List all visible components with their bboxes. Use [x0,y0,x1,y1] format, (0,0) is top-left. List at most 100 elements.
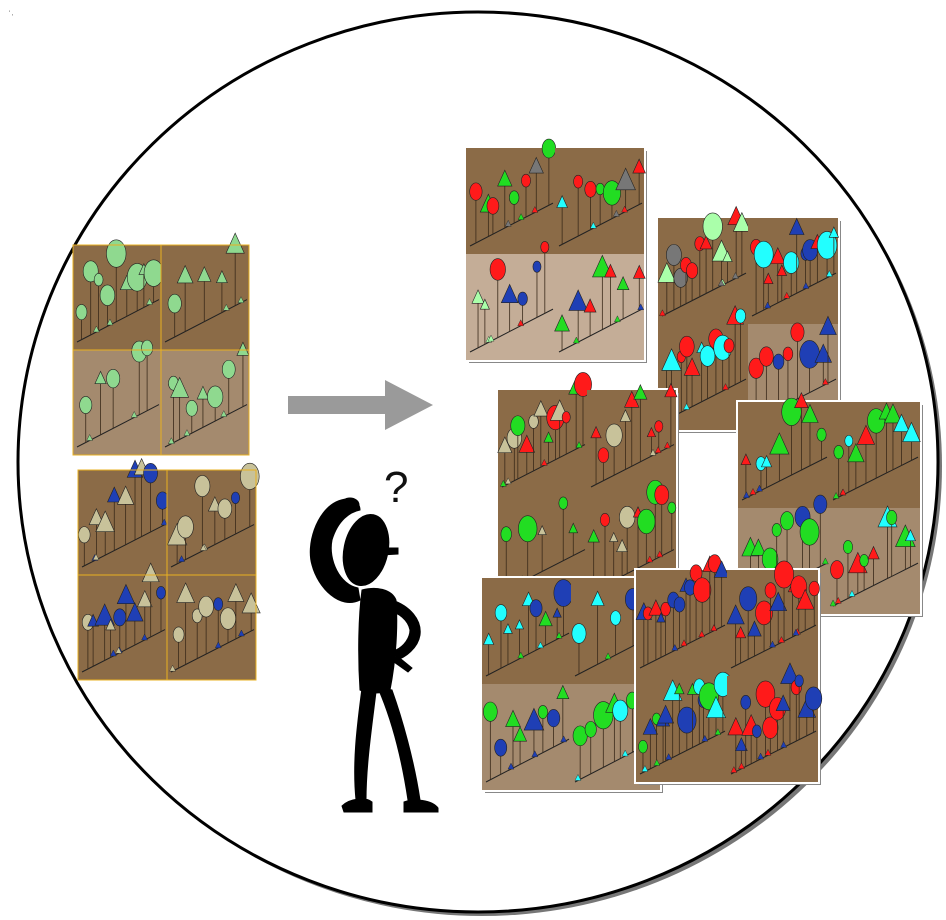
ground-slope-line [661,272,747,317]
tree-mark [568,289,588,343]
figure-hip-arm [389,599,421,661]
ground-slope-line [164,404,248,448]
panel-1 [497,372,592,495]
shrub-mark [757,752,764,760]
tree-mark [814,343,832,386]
tree-mark [732,211,751,276]
shrub-mark [792,628,800,636]
figure-left-shoe [341,798,373,813]
tree-mark [747,620,762,657]
ground-slope-line [832,456,919,501]
panel-3 [78,562,167,680]
shrub-mark [86,434,93,441]
tree-mark [790,322,805,399]
tree-mark [508,190,520,224]
panel-2 [726,560,820,676]
tree-mark [489,258,506,338]
output-cards-group [464,138,923,793]
tree-mark [505,709,521,769]
tree-mark [568,522,579,556]
panel-background [658,218,748,324]
tree-mark [893,413,910,466]
tree-mark [819,315,837,384]
ground-slope-line [469,202,554,247]
tree-mark [521,173,531,218]
tree-mark [828,226,840,275]
shrub-mark [701,734,709,742]
tree-mark [497,436,513,486]
shrub-mark [732,272,739,279]
tree-mark [571,623,587,674]
tree-mark [494,604,508,669]
shrub-mark [517,319,525,327]
shrub-mark [710,624,718,631]
shrub-mark [756,484,763,492]
tree-mark [830,560,844,604]
ground-slope-line [170,524,255,568]
tree-mark [770,247,786,303]
panel-4 [554,254,646,360]
tree-mark [558,496,568,561]
tree-mark [584,721,597,774]
tree-mark [755,680,776,757]
tree-mark [483,701,498,780]
figure-hand [340,497,360,513]
tree-mark [518,434,536,475]
ground-slope-line [639,730,726,775]
shrub-mark [574,774,582,781]
shrub-mark [649,448,657,456]
tree-mark [801,403,819,466]
tree-mark [761,454,773,488]
shrub-mark [238,629,245,637]
tree-mark [185,400,198,434]
ground-slope-line [751,272,837,317]
input-card-1 [72,232,250,456]
tree-mark [221,359,236,415]
tree-mark [632,264,646,311]
tree-mark [604,263,617,326]
panel-3 [466,241,555,360]
tree-mark [541,138,556,206]
tree-mark [483,632,495,675]
tree-mark [775,694,791,748]
tree-mark [537,705,548,753]
tree-mark [686,262,699,301]
tree-mark [816,231,838,278]
shrub-mark [764,301,771,309]
shrub-mark [764,748,772,756]
panel-background [555,148,644,254]
shrub-mark [848,589,856,597]
tree-mark [762,716,779,755]
shrub-mark [507,762,515,770]
tree-mark [518,515,538,579]
tree-mark [842,540,853,599]
tree-mark [783,251,800,296]
input-card-2 [77,457,261,681]
shrub-mark [146,298,153,305]
shrub-mark [214,641,222,649]
panel-3 [636,671,732,782]
ground-slope-line [832,562,919,607]
ground-slope-line [164,299,248,343]
shrub-mark [517,213,525,220]
shrub-mark [621,205,628,213]
tree-mark [207,385,224,422]
shrub-mark [237,296,245,303]
tree-mark [799,518,820,572]
tree-mark [141,562,160,637]
panel-1 [466,138,556,254]
ground-slope-line [81,629,166,673]
shrub-mark [822,557,829,565]
tree-mark [227,583,245,639]
panel-2 [748,217,840,324]
tree-mark [699,235,713,294]
tree-mark [679,335,695,410]
tree-mark [735,308,746,382]
ground-slope-line [639,624,726,669]
tree-mark [143,259,164,303]
shrub-mark [517,651,525,659]
shrub-mark [730,766,738,773]
tree-mark [642,606,653,665]
tree-mark [660,602,671,656]
